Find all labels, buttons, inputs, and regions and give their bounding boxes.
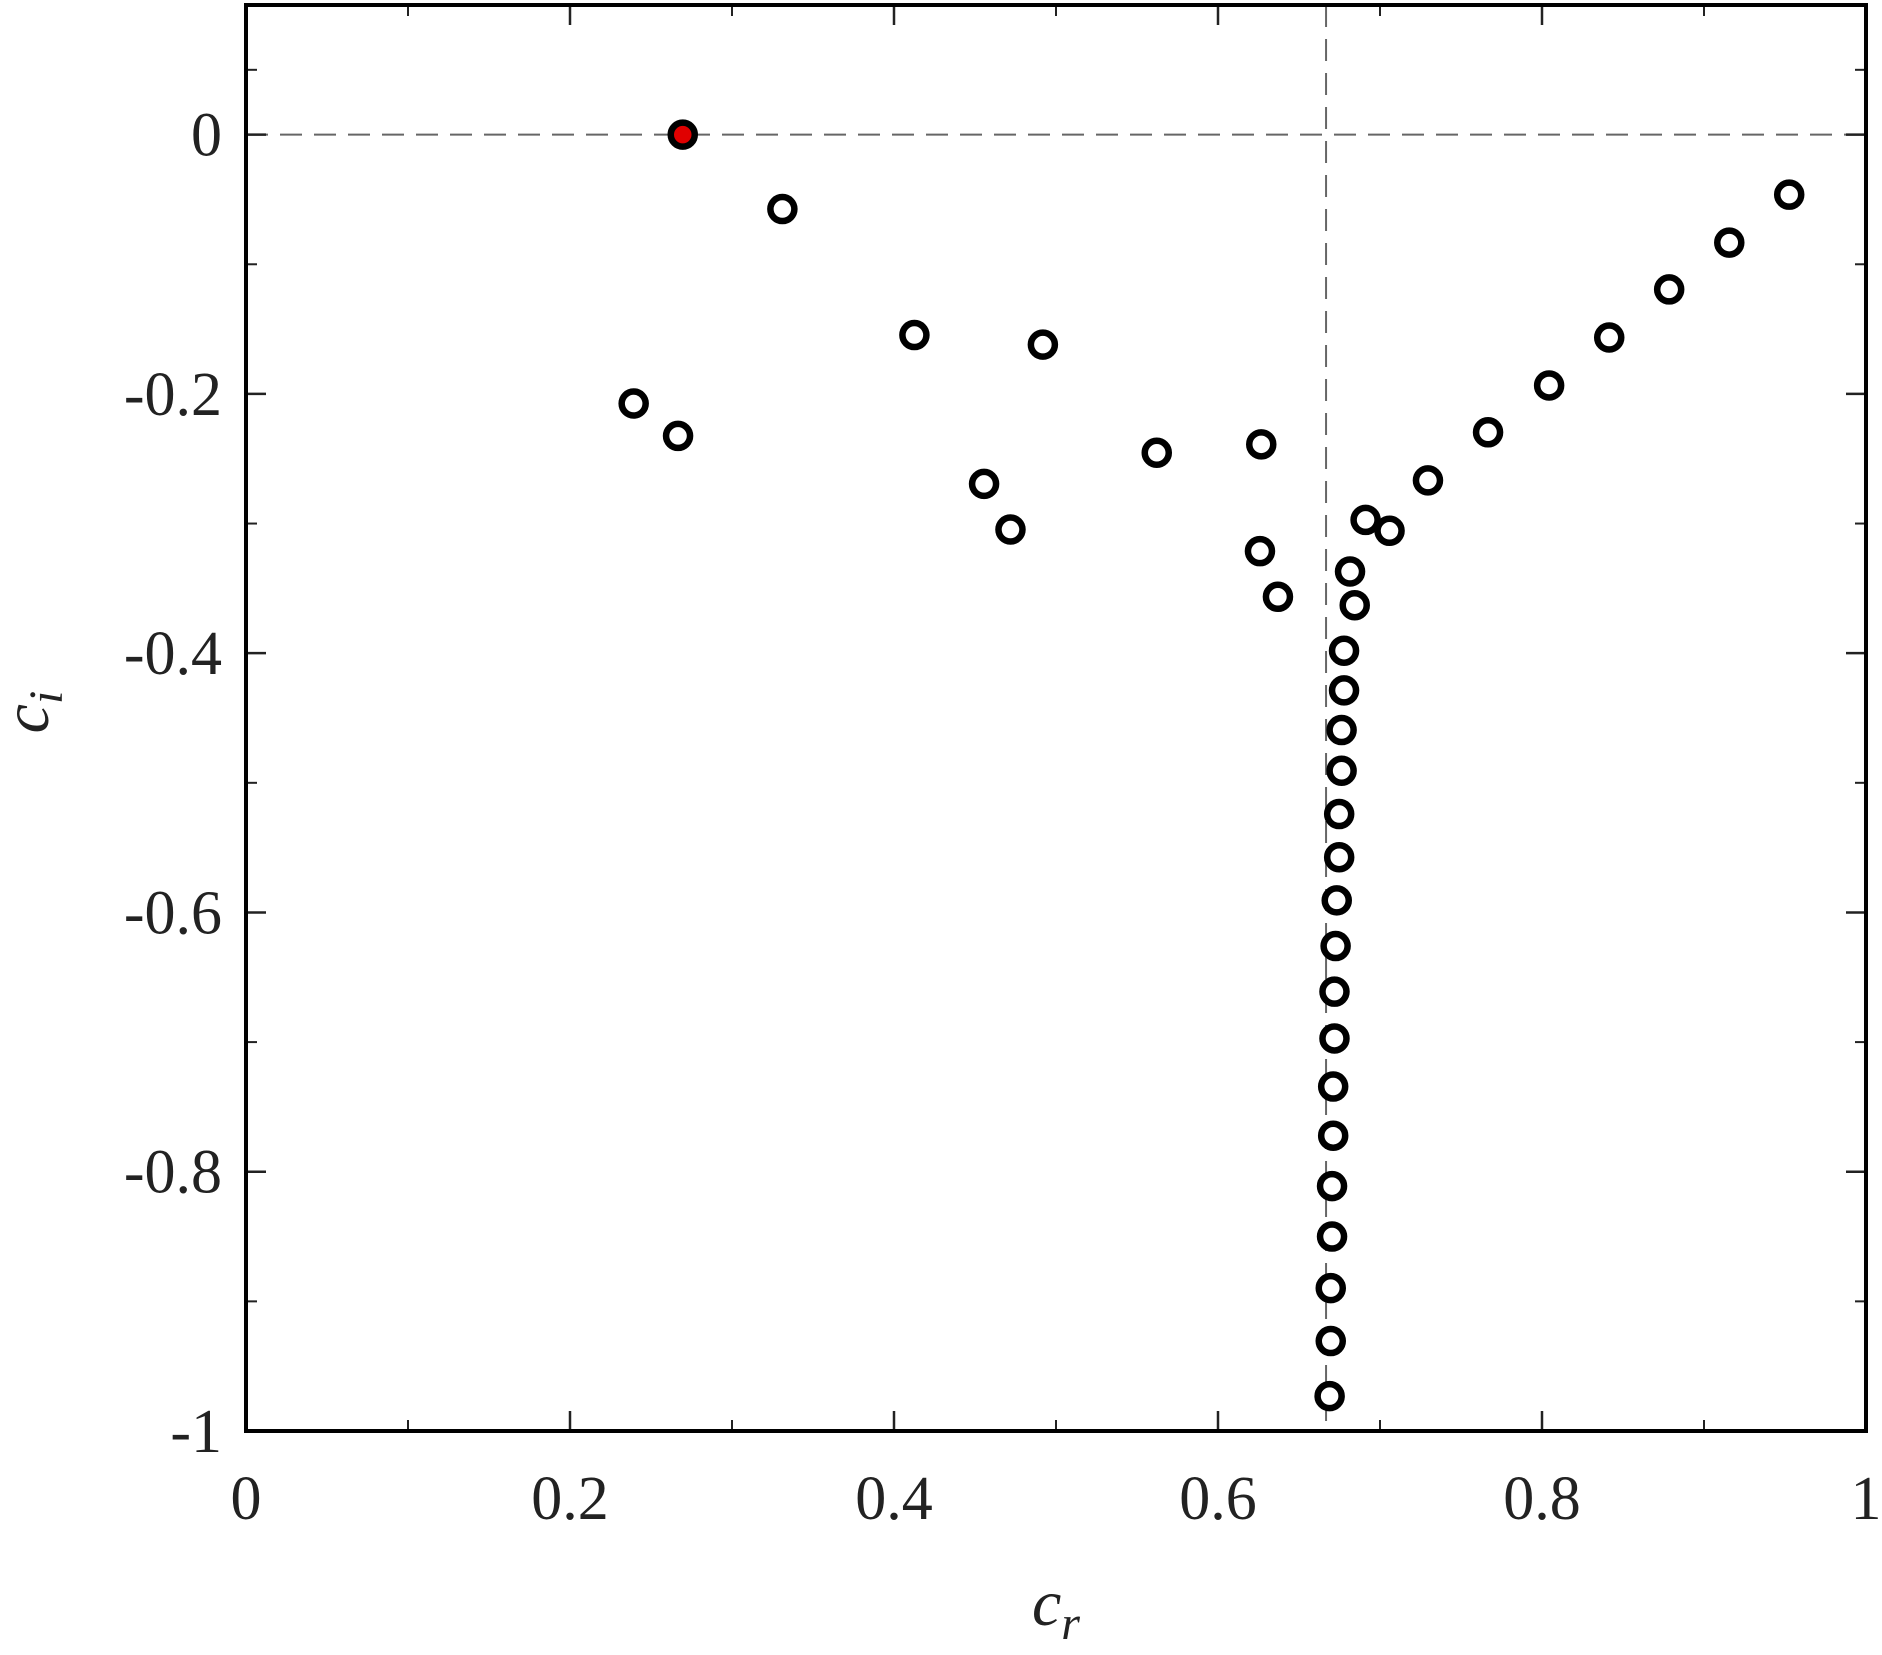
- x-tick-label: 1: [1851, 1465, 1882, 1533]
- x-tick-label: 0.8: [1503, 1465, 1581, 1533]
- scatter-point: [1339, 589, 1370, 621]
- scatter-point: [1027, 329, 1059, 360]
- scatter-point: [1374, 515, 1405, 547]
- scatter-point: [1412, 465, 1444, 496]
- scatter-point: [1328, 675, 1360, 706]
- y-tick-label: -0.6: [124, 879, 222, 947]
- scatter-point: [1141, 437, 1173, 469]
- scatter-point: [1246, 429, 1277, 460]
- scatter-point: [1323, 841, 1355, 873]
- y-axis-label: ci: [0, 691, 73, 734]
- scatter-point: [1244, 535, 1276, 567]
- scatter-point: [1326, 755, 1357, 787]
- scatter-point: [1320, 930, 1351, 962]
- scatter-point: [1328, 635, 1360, 666]
- scatter-point: [1317, 1071, 1349, 1102]
- scatter-point: [1319, 1023, 1350, 1054]
- plot-area: 0 0.2 0.4 0.6 0.8 1 -1 -0.8 -0.6 -0.4 -0.2 0: [124, 3, 1882, 1533]
- scatter-point: [1316, 1221, 1348, 1252]
- scatter-point: [1262, 581, 1294, 613]
- scatter-point: [1334, 556, 1366, 587]
- scatter-point: [662, 420, 694, 452]
- scatter-point: [1593, 322, 1625, 353]
- x-tick-label: 0.2: [531, 1465, 609, 1533]
- y-tick-label: -0.4: [124, 620, 222, 688]
- scatter-point: [1316, 1170, 1348, 1202]
- plot-frame: [244, 3, 1868, 1433]
- y-axis-label-sub: i: [20, 691, 73, 704]
- x-tick-label: 0.4: [855, 1465, 933, 1533]
- scatter-point: [767, 193, 798, 225]
- scatter-point: [1317, 1120, 1349, 1151]
- x-axis-label-base: c: [1032, 1567, 1061, 1640]
- scatter-point: [1315, 1325, 1347, 1357]
- scatter-point: [1533, 370, 1565, 401]
- y-axis-label-base: c: [0, 704, 63, 733]
- scatter-point: [1653, 274, 1685, 305]
- y-tick-label: -0.2: [124, 361, 222, 429]
- x-axis-label-sub: r: [1061, 1597, 1080, 1650]
- x-tick-label: 0: [231, 1465, 262, 1533]
- scatter-point: [1314, 1380, 1345, 1412]
- scatter-point: [1319, 976, 1350, 1007]
- y-tick-label: -1: [170, 1398, 222, 1466]
- scatter-point: [1350, 504, 1381, 536]
- scatter-point: [1472, 417, 1504, 448]
- scatter-point: [995, 514, 1026, 545]
- scatter-point: [899, 319, 930, 351]
- scatter-point: [968, 468, 1000, 500]
- x-tick-label: 0.6: [1179, 1465, 1257, 1533]
- scatter-point: [1321, 885, 1352, 916]
- y-tick-label: 0: [191, 102, 222, 170]
- scatter-point: [667, 119, 699, 150]
- y-tick-label: -0.8: [124, 1139, 222, 1207]
- scatter-point: [1315, 1272, 1347, 1304]
- scatter-point: [1323, 798, 1355, 830]
- scatter-point: [1326, 714, 1357, 746]
- scatter-point: [1714, 227, 1745, 258]
- scatter-point: [618, 388, 649, 419]
- scatter-point: [1773, 179, 1805, 210]
- x-axis-label: cr: [1032, 1567, 1080, 1650]
